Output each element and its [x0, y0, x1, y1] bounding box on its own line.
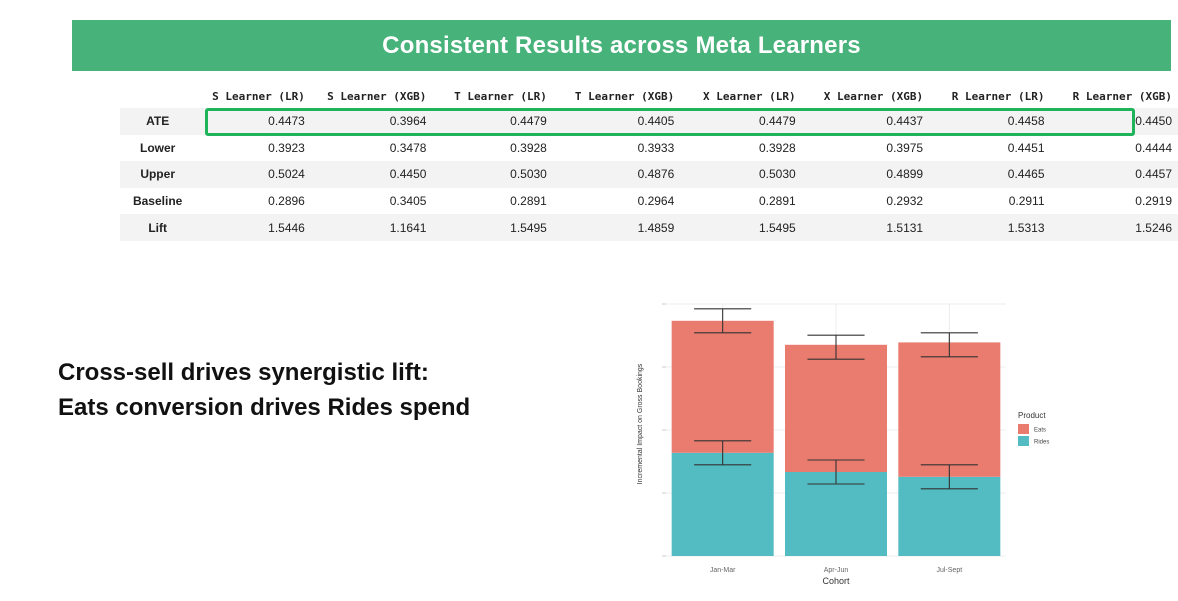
bar-eats-2 [898, 342, 1001, 477]
table-cell: 0.4479 [432, 108, 553, 135]
table-cell: 0.5024 [195, 161, 311, 188]
column-header: S Learner (XGB) [327, 89, 427, 103]
table-cell: 0.4465 [929, 161, 1051, 188]
table-cell: 0.3405 [389, 194, 427, 209]
table-cell: 0.3928 [758, 140, 796, 155]
banner-title: Consistent Results across Meta Learners [382, 31, 861, 59]
table-cell: 1.5313 [929, 214, 1051, 241]
bar-rides-2 [898, 476, 1001, 556]
table-header-row: S Learner (LR) S Learner (XGB) T Learner… [120, 84, 1178, 108]
table-cell: 0.4458 [929, 108, 1051, 135]
table-cell: 0.2932 [886, 194, 924, 209]
table-cell: 0.2964 [637, 194, 675, 209]
stacked-bar-chart: Jan-Mar Apr-Jun Jul-Sept Cohort Incremental … [637, 303, 1049, 586]
table-cell: 0.4450 [310, 161, 433, 188]
row-label: Lower [139, 140, 176, 155]
column-header: R Learner (XGB) [1072, 89, 1172, 103]
table-cell: 0.2891 [510, 194, 547, 209]
table-row: Upper 0.5024 0.4450 0.5030 0.4876 0.5030… [120, 161, 1178, 188]
table-cell: 0.4457 [1050, 161, 1178, 188]
table-cell: 0.5030 [432, 161, 553, 188]
headline-line-1: Cross-sell drives synergistic lift: [58, 359, 429, 386]
row-label: ATE [120, 108, 196, 135]
column-header: X Learner (LR) [702, 89, 796, 103]
table-cell: 0.4899 [801, 161, 930, 188]
x-axis-label: Cohort [822, 576, 850, 586]
table-cell: 0.4451 [1007, 140, 1045, 155]
column-header: T Learner (LR) [454, 89, 547, 103]
table-cell: 0.4437 [801, 108, 930, 135]
legend-swatch-eats [1018, 424, 1029, 434]
table-cell: 0.2919 [1135, 194, 1172, 209]
column-header: T Learner (XGB) [574, 89, 675, 103]
table-row: Lower 0.3923 0.3478 0.3928 0.3933 0.3928… [120, 135, 1178, 162]
column-header: S Learner (LR) [212, 89, 305, 103]
legend-swatch-rides [1018, 436, 1029, 446]
bar-rides-1 [785, 472, 887, 556]
table-cell: 1.1641 [310, 214, 433, 241]
table-cell: 0.2911 [1008, 194, 1045, 209]
bar-eats-0 [671, 320, 774, 453]
table-cell: 1.5446 [195, 214, 311, 241]
bar-eats-1 [785, 344, 887, 472]
results-table: S Learner (LR) S Learner (XGB) T Learner… [120, 84, 1178, 241]
row-label: Upper [120, 161, 196, 188]
table-cell: 0.3478 [389, 140, 427, 155]
legend-title: Product [1018, 411, 1046, 420]
column-header: R Learner (LR) [951, 89, 1045, 103]
table-row: Lift 1.5446 1.1641 1.5495 1.4859 1.5495 … [120, 214, 1178, 241]
table-row: ATE 0.4473 0.3964 0.4479 0.4405 0.4479 0… [120, 108, 1178, 135]
table-cell: 0.4876 [552, 161, 681, 188]
table-cell: 0.3928 [510, 140, 547, 155]
legend-label-eats: Eats [1034, 428, 1046, 434]
bar-rides-0 [671, 452, 774, 556]
headline-line-2: Eats conversion drives Rides spend [58, 394, 471, 421]
table-cell: 0.2896 [268, 194, 305, 209]
table-cell: 1.5495 [680, 214, 802, 241]
x-tick-label: Apr-Jun [824, 567, 849, 574]
table-cell: 0.3933 [637, 140, 675, 155]
table-cell: 0.4479 [680, 108, 802, 135]
title-banner: Consistent Results across Meta Learners [72, 20, 1171, 71]
table-cell: 0.4405 [552, 108, 681, 135]
row-label: Baseline [132, 194, 183, 209]
legend-label-rides: Rides [1034, 440, 1049, 446]
column-header: X Learner (XGB) [823, 89, 924, 103]
table-cell: 0.3964 [310, 108, 433, 135]
x-tick-label: Jan-Mar [710, 567, 736, 574]
table-row: Baseline 0.2896 0.3405 0.2891 0.2964 0.2… [120, 188, 1178, 215]
row-label: Lift [120, 214, 196, 241]
table-cell: 0.4450 [1050, 108, 1178, 135]
table-cell: 1.5495 [432, 214, 553, 241]
x-tick-label: Jul-Sept [936, 567, 962, 574]
table-cell: 0.3923 [268, 140, 305, 155]
table-cell: 0.4444 [1135, 140, 1172, 155]
table-cell: 1.4859 [552, 214, 681, 241]
table-cell: 1.5131 [801, 214, 930, 241]
table-cell: 0.3975 [886, 140, 924, 155]
table-cell: 0.4473 [195, 108, 311, 135]
table-cell: 0.5030 [680, 161, 802, 188]
y-axis-label: Incremental Impact on Gross Bookings [637, 363, 644, 484]
table-cell: 0.2891 [758, 194, 796, 209]
table-corner [120, 84, 195, 108]
ate-row-highlight [205, 108, 1135, 136]
headline: Cross-sell drives synergistic lift: Eats… [58, 355, 470, 425]
table-cell: 1.5246 [1050, 214, 1178, 241]
